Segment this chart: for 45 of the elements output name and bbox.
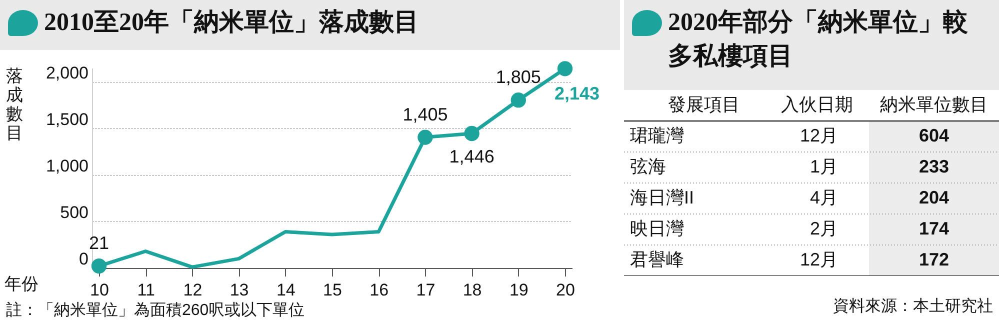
data-label: 174 <box>918 218 950 238</box>
x-tick-label: 10 <box>90 280 109 300</box>
x-tick-label: 15 <box>323 280 342 300</box>
data-label: 204 <box>918 188 950 208</box>
category-label: 弦海 <box>630 156 666 176</box>
text: 12月 <box>800 126 838 146</box>
y-tick-label: 1,500 <box>46 110 88 129</box>
source-note: 資料來源：本土研究社 <box>833 296 993 317</box>
text: 發展項目 <box>668 94 740 114</box>
x-tick-label: 16 <box>370 280 389 300</box>
x-axis-title: 年份 <box>4 274 38 294</box>
text: 12月 <box>800 250 838 270</box>
data-label: 21 <box>88 233 110 254</box>
text: 2月 <box>810 218 838 238</box>
x-tick-label: 13 <box>230 280 249 300</box>
data-label: 1,805 <box>496 67 541 88</box>
y-tick-label: 500 <box>60 202 88 222</box>
data-label: 604 <box>918 126 950 146</box>
text: 註：「納米單位」為面積260呎或以下單位 <box>6 300 305 321</box>
data-label: 172 <box>918 250 950 270</box>
y-tick-label: 1,000 <box>46 156 88 176</box>
text: 入伙日期 <box>781 94 853 114</box>
category-label: 君譽峰 <box>630 250 684 270</box>
y-axis-title: 落成數目 <box>6 66 23 142</box>
text: 1月 <box>810 156 838 176</box>
text: 4月 <box>810 188 838 208</box>
data-label: 1,405 <box>402 104 448 124</box>
data-label: 2,143 <box>554 84 600 104</box>
category-label: 海日灣II <box>630 188 694 208</box>
chart-title: 2010至20年「納米單位」落成數目 <box>44 8 420 38</box>
category-label: 珺瓏灣 <box>630 126 684 146</box>
x-tick-label: 20 <box>556 280 575 300</box>
text: 納米單位數目 <box>880 94 988 114</box>
x-tick-label: 14 <box>276 280 296 300</box>
x-tick-label: 11 <box>137 280 155 300</box>
y-tick-label: 0 <box>79 250 88 268</box>
category-label: 映日灣 <box>630 218 684 238</box>
y-tick-label: 2,000 <box>46 63 88 82</box>
text: 2020年部分「納米單位」較多私樓項目 <box>668 7 968 72</box>
x-tick-label: 19 <box>509 280 528 300</box>
x-tick-label: 12 <box>183 280 202 300</box>
x-tick-label: 18 <box>462 280 482 300</box>
data-label: 233 <box>918 156 950 176</box>
data-label: 1,446 <box>449 146 494 166</box>
x-tick-label: 17 <box>416 280 436 300</box>
